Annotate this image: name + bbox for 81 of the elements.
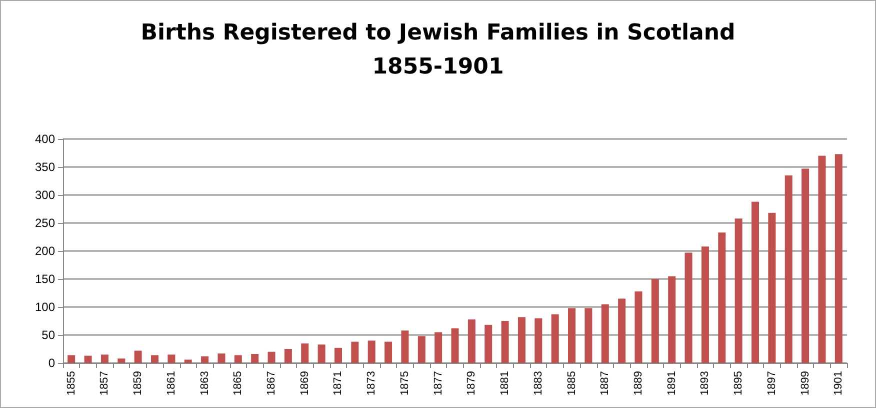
bar: [701, 246, 709, 363]
bar: [551, 314, 559, 363]
bar: [618, 298, 626, 363]
y-tick-label: 400: [34, 132, 56, 146]
x-tick-label: 1883: [532, 371, 544, 396]
bar: [518, 317, 526, 363]
bar: [634, 291, 642, 363]
x-tick-label: 1869: [298, 371, 311, 396]
bar: [668, 276, 676, 363]
bar: [418, 336, 426, 363]
y-tick-label: 0: [48, 356, 56, 370]
x-tick-label: 1889: [632, 371, 644, 396]
y-tick-label: 100: [34, 300, 56, 314]
x-tick-label: 1863: [198, 371, 211, 396]
bar: [534, 318, 542, 363]
y-tick-label: 250: [34, 216, 56, 230]
y-tick-label: 300: [34, 188, 56, 202]
bar: [301, 343, 309, 363]
x-tick-label: 1861: [165, 371, 178, 396]
bar: [434, 332, 442, 363]
x-tick-label: 1885: [566, 371, 578, 396]
bar: [601, 304, 609, 363]
bar: [384, 342, 392, 363]
bar: [584, 308, 592, 363]
bar: [752, 202, 760, 363]
x-tick-label: 1893: [699, 371, 712, 396]
bar: [334, 348, 342, 363]
bar: [268, 352, 276, 363]
bar: [834, 154, 842, 363]
bar: [368, 340, 376, 363]
bar: [401, 330, 409, 363]
bar: [150, 355, 158, 363]
x-tick-label: 1871: [332, 371, 344, 396]
bar: [168, 354, 176, 363]
bar: [718, 232, 726, 363]
x-tick-label: 1873: [366, 371, 378, 396]
bar: [468, 319, 476, 363]
bar: [234, 355, 242, 363]
x-tick-label: 1857: [98, 371, 111, 396]
y-tick-label: 350: [34, 160, 56, 174]
x-tick-label: 1899: [799, 371, 812, 396]
bar: [684, 252, 692, 363]
bar: [251, 354, 259, 363]
y-tick-label: 50: [42, 328, 56, 342]
x-tick-label: 1891: [666, 371, 678, 396]
bar: [568, 308, 576, 363]
bar: [184, 360, 192, 363]
bar: [68, 355, 76, 363]
bar: [768, 212, 776, 363]
bar: [84, 356, 92, 363]
x-tick-label: 1881: [499, 371, 512, 396]
bar: [134, 350, 142, 363]
bar: [284, 349, 292, 363]
x-tick-label: 1867: [266, 371, 278, 396]
bar: [818, 156, 826, 363]
bar: [784, 175, 792, 363]
bar: [484, 324, 492, 363]
x-tick-label: 1879: [466, 371, 478, 396]
x-tick-label: 1855: [65, 371, 78, 396]
bar: [351, 342, 359, 363]
bar: [318, 344, 326, 363]
bar: [201, 356, 209, 363]
bar: [734, 218, 742, 363]
bar: [501, 321, 509, 363]
x-tick-label: 1875: [398, 371, 411, 396]
bar: [802, 168, 810, 363]
chart-title: Births Registered to Jewish Families in Scotland 1855-1901: [140, 20, 736, 80]
x-tick-label: 1887: [599, 371, 612, 396]
bar: [100, 354, 108, 363]
bar: [651, 279, 659, 363]
y-tick-label: 150: [34, 272, 56, 286]
x-tick-label: 1901: [832, 371, 845, 396]
x-tick-label: 1859: [132, 371, 144, 396]
bar: [118, 358, 126, 363]
x-tick-label: 1897: [766, 371, 778, 396]
x-tick-label: 1877: [432, 371, 444, 396]
y-tick-label: 200: [34, 244, 56, 258]
bar: [451, 328, 459, 363]
x-tick-label: 1865: [232, 371, 244, 396]
bar: [218, 353, 226, 363]
x-tick-label: 1895: [732, 371, 745, 396]
